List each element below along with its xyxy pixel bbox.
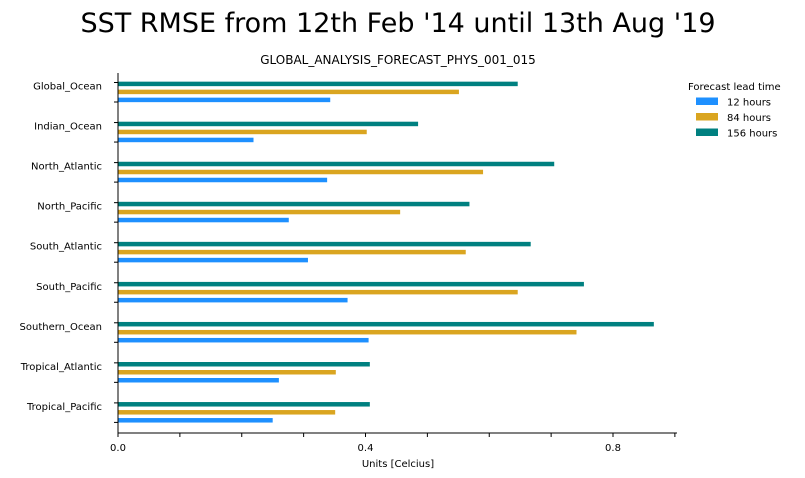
y-tick-label: Indian_Ocean	[34, 122, 102, 133]
bar-South_Pacific-12-hours	[118, 297, 348, 303]
bar-South_Atlantic-84-hours	[118, 249, 466, 255]
x-tick-label: 0.8	[605, 443, 621, 454]
bar-North_Atlantic-156-hours	[118, 161, 555, 167]
bar-North_Atlantic-84-hours	[118, 169, 484, 175]
bar-North_Pacific-12-hours	[118, 217, 289, 223]
bar-Tropical_Atlantic-156-hours	[118, 362, 370, 367]
bar-Southern_Ocean-156-hours	[118, 321, 654, 327]
bar-Indian_Ocean-156-hours	[118, 121, 419, 127]
bar-Global_Ocean-12-hours	[118, 97, 331, 103]
bar-Indian_Ocean-12-hours	[118, 137, 254, 143]
y-tick-label: Tropical_Atlantic	[20, 362, 102, 373]
legend-title: Forecast lead time	[688, 82, 781, 93]
bar-North_Atlantic-12-hours	[118, 177, 328, 183]
legend: Forecast lead time 12 hours 84 hours 156 h…	[688, 82, 781, 140]
legend-swatch	[696, 128, 718, 136]
bar-North_Pacific-84-hours	[118, 209, 401, 215]
bar-Tropical_Pacific-156-hours	[118, 402, 370, 407]
bar-Tropical_Atlantic-12-hours	[118, 378, 279, 383]
legend-swatch	[696, 97, 718, 105]
bar-Tropical_Pacific-84-hours	[118, 410, 336, 415]
bar-Southern_Ocean-84-hours	[118, 329, 577, 335]
bar-North_Pacific-156-hours	[118, 201, 470, 207]
bar-Tropical_Atlantic-84-hours	[118, 370, 336, 375]
bars-layer	[118, 81, 654, 423]
y-tick-label: Southern_Ocean	[20, 322, 102, 333]
x-axis-label: Units [Celcius]	[362, 459, 434, 470]
y-tick-label: South_Pacific	[36, 282, 102, 293]
bar-Tropical_Pacific-12-hours	[118, 418, 273, 423]
legend-swatch	[696, 113, 718, 121]
bar-South_Pacific-84-hours	[118, 289, 518, 295]
y-tick-label: North_Atlantic	[31, 162, 102, 173]
bar-Southern_Ocean-12-hours	[118, 337, 369, 343]
y-tick-label: Tropical_Pacific	[26, 402, 102, 413]
bar-Indian_Ocean-84-hours	[118, 129, 367, 135]
y-axis-ticks: Global_Ocean Indian_Ocean North_Atlantic No…	[20, 82, 118, 423]
bar-South_Atlantic-12-hours	[118, 257, 308, 263]
y-tick-label: South_Atlantic	[30, 242, 102, 253]
x-tick-label: 0.4	[358, 443, 374, 454]
chart-subtitle: GLOBAL_ANALYSIS_FORECAST_PHYS_001_015	[260, 53, 536, 67]
bar-Global_Ocean-156-hours	[118, 81, 518, 87]
y-tick-label: Global_Ocean	[33, 82, 102, 93]
bar-South_Pacific-156-hours	[118, 281, 584, 287]
y-tick-label: North_Pacific	[37, 202, 102, 213]
legend-label: 156 hours	[727, 129, 777, 140]
chart-title: SST RMSE from 12th Feb '14 until 13th Au…	[80, 8, 715, 39]
bar-Global_Ocean-84-hours	[118, 89, 459, 95]
legend-label: 84 hours	[727, 113, 771, 124]
x-axis-ticks: 0.0 0.4 0.8	[110, 433, 676, 454]
legend-label: 12 hours	[727, 98, 771, 109]
bar-South_Atlantic-156-hours	[118, 241, 531, 247]
x-tick-label: 0.0	[110, 443, 126, 454]
